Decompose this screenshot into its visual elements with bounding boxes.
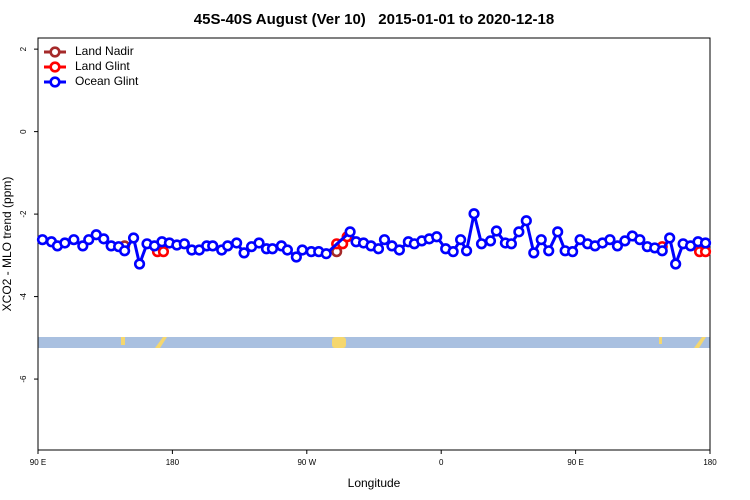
point: [699, 246, 712, 258]
point: [378, 234, 391, 246]
legend-label: Ocean Glint: [75, 74, 139, 88]
point: [604, 234, 616, 246]
chart-title: 45S-40S August (Ver 10) 2015-01-01 to 20…: [194, 11, 554, 28]
legend-label: Land Glint: [75, 59, 130, 73]
point: [634, 234, 646, 246]
y-axis-label: XCO2 - MLO trend (ppm): [0, 177, 14, 312]
land-spots: [121, 337, 706, 348]
point: [656, 245, 668, 257]
point: [535, 234, 547, 246]
point: [505, 238, 517, 250]
point: [528, 247, 540, 259]
point: [98, 233, 110, 245]
point: [238, 247, 250, 259]
x-tick-label: 180: [703, 458, 717, 467]
point: [520, 215, 532, 227]
point: [290, 251, 302, 263]
x-tick-label: 90 W: [297, 458, 316, 467]
point: [36, 234, 49, 246]
point: [552, 226, 564, 238]
x-tick-label: 90 E: [30, 458, 46, 467]
y-tick-label: -6: [19, 375, 28, 383]
legend-label: Land Nadir: [75, 44, 134, 58]
point: [543, 245, 555, 257]
point: [133, 258, 146, 270]
y-tick-label: -2: [19, 210, 28, 218]
y-tick-label: 0: [19, 129, 28, 134]
point: [699, 237, 712, 249]
point: [68, 234, 80, 246]
point: [372, 243, 385, 255]
point: [83, 234, 95, 246]
point: [253, 237, 265, 249]
point: [178, 238, 190, 250]
point: [127, 232, 140, 244]
point: [484, 235, 497, 247]
x-tick-label: 180: [166, 458, 180, 467]
point: [119, 245, 131, 257]
point: [266, 243, 279, 255]
legend-marker: [49, 76, 61, 88]
legend-marker: [49, 46, 61, 58]
point: [670, 258, 682, 270]
land-band: [38, 337, 710, 348]
point: [157, 246, 170, 258]
point: [460, 245, 473, 257]
point: [393, 244, 405, 256]
point: [567, 246, 579, 258]
point: [207, 240, 219, 252]
x-axis-label: Longitude: [348, 476, 401, 490]
point: [455, 234, 467, 246]
point: [222, 240, 234, 252]
point: [513, 226, 525, 238]
point: [431, 231, 443, 243]
point: [59, 237, 71, 249]
x-tick-label: 90 E: [567, 458, 583, 467]
point: [281, 244, 293, 256]
point: [296, 244, 308, 256]
legend-marker: [49, 61, 61, 73]
point: [231, 237, 243, 249]
point: [490, 225, 503, 237]
point: [619, 235, 631, 247]
point: [447, 246, 459, 258]
x-tick-label: 0: [439, 458, 444, 467]
point: [475, 238, 488, 250]
point: [664, 232, 676, 244]
point: [344, 226, 356, 238]
y-tick-label: -4: [19, 292, 28, 300]
y-tick-label: 2: [19, 46, 28, 51]
point: [468, 208, 480, 220]
point: [320, 248, 332, 260]
point: [611, 240, 624, 252]
